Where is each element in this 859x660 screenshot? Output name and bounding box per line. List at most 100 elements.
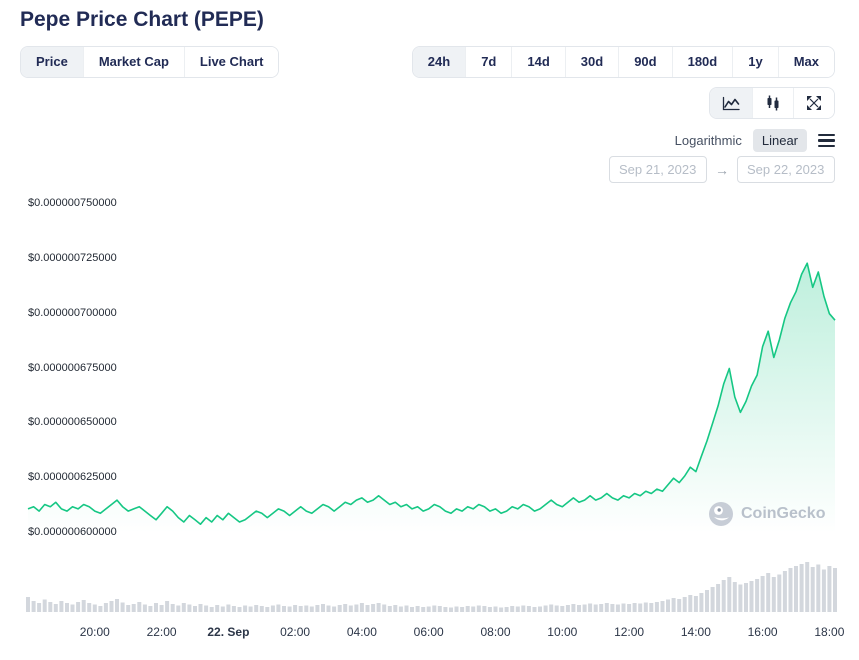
volume-bar xyxy=(137,602,142,612)
line-chart-button[interactable] xyxy=(710,88,752,118)
volume-bar xyxy=(699,593,704,612)
tab-30d[interactable]: 30d xyxy=(564,47,619,77)
volume-bar xyxy=(449,607,453,612)
tab-max[interactable]: Max xyxy=(777,47,834,77)
volume-bar xyxy=(382,604,387,612)
volume-bar xyxy=(716,584,721,612)
volume-bar xyxy=(604,603,609,612)
volume-bar xyxy=(816,564,821,612)
volume-bar xyxy=(682,597,687,612)
volume-bar xyxy=(398,606,403,612)
price-area xyxy=(28,263,835,533)
volume-bar xyxy=(538,606,542,612)
volume-bar xyxy=(588,603,593,612)
volume-bar xyxy=(387,606,392,612)
volume-bar xyxy=(460,607,465,612)
volume-bar xyxy=(437,606,442,612)
tab-1y[interactable]: 1y xyxy=(732,47,778,77)
volume-bar xyxy=(42,599,47,612)
volume-bar xyxy=(26,597,30,612)
volume-bar xyxy=(415,606,420,612)
logarithmic-option[interactable]: Logarithmic xyxy=(674,133,742,148)
line-chart-icon xyxy=(722,96,740,110)
volume-bar xyxy=(404,605,409,612)
volume-bar xyxy=(582,604,587,612)
volume-bar xyxy=(799,564,804,612)
volume-bar xyxy=(810,567,815,612)
volume-bar xyxy=(265,607,270,612)
y-axis-label: $0.000000650000 xyxy=(28,416,117,429)
tab-live-chart[interactable]: Live Chart xyxy=(183,47,279,77)
fullscreen-button[interactable] xyxy=(793,88,834,118)
volume-bar xyxy=(343,604,348,612)
x-axis-label: 04:00 xyxy=(346,625,377,639)
volume-bar xyxy=(426,606,431,612)
volume-bar xyxy=(198,604,203,612)
linear-option[interactable]: Linear xyxy=(752,129,807,152)
volume-bar xyxy=(170,604,175,612)
tab-market-cap[interactable]: Market Cap xyxy=(82,47,184,77)
volume-bar xyxy=(215,605,220,612)
x-axis-label: 20:00 xyxy=(79,625,110,639)
volume-bar xyxy=(677,599,682,612)
volume-bar xyxy=(821,569,826,612)
volume-bar xyxy=(660,601,665,612)
x-axis-label: 14:00 xyxy=(680,625,711,639)
volume-bar xyxy=(493,606,498,612)
x-axis-label: 08:00 xyxy=(480,625,511,639)
price-chart-svg[interactable] xyxy=(0,185,859,660)
volume-bar xyxy=(510,606,515,612)
volume-bar xyxy=(193,606,197,612)
view-tab-group: Price Market Cap Live Chart xyxy=(20,46,280,78)
volume-bar xyxy=(549,604,554,612)
x-axis-label: 06:00 xyxy=(413,625,444,639)
tab-90d[interactable]: 90d xyxy=(618,47,672,77)
volume-bar xyxy=(359,603,364,612)
volume-bar xyxy=(70,604,75,612)
volume-bar xyxy=(744,583,748,612)
volume-bar xyxy=(287,606,292,612)
coingecko-logo-icon xyxy=(709,502,733,526)
date-range: → xyxy=(609,156,835,183)
tab-price[interactable]: Price xyxy=(21,47,83,77)
tab-7d[interactable]: 7d xyxy=(465,47,512,77)
volume-bar xyxy=(31,601,36,612)
volume-bar xyxy=(259,606,264,612)
y-axis-label: $0.000000700000 xyxy=(28,306,117,319)
price-line xyxy=(27,262,836,525)
volume-bar xyxy=(59,601,64,612)
y-axis-label: $0.000000750000 xyxy=(28,197,117,209)
volume-bar xyxy=(721,580,726,612)
volume-bar xyxy=(243,605,248,612)
x-axis-label: 12:00 xyxy=(614,625,645,639)
volume-bar xyxy=(220,606,225,612)
tab-24h[interactable]: 24h xyxy=(412,47,466,77)
volume-bar xyxy=(109,601,114,612)
tab-14d[interactable]: 14d xyxy=(511,47,565,77)
volume-bar xyxy=(226,604,231,612)
volume-bar xyxy=(693,596,698,612)
date-to-input[interactable] xyxy=(737,156,835,183)
volume-bar xyxy=(443,607,448,612)
volume-bar xyxy=(131,604,136,612)
volume-bar xyxy=(632,603,637,612)
volume-bar xyxy=(120,602,125,612)
tab-180d[interactable]: 180d xyxy=(671,47,733,77)
volume-bar xyxy=(209,607,214,612)
date-from-input[interactable] xyxy=(609,156,707,183)
volume-bar xyxy=(371,604,376,612)
scale-toggle: Logarithmic Linear xyxy=(675,129,835,152)
volume-bar xyxy=(92,604,97,612)
x-axis-label: 22. Sep xyxy=(207,625,250,639)
page-title: Pepe Price Chart (PEPE) xyxy=(20,8,264,31)
chart-region: $0.000000750000 $0.000000725000 $0.0000007… xyxy=(0,185,859,660)
x-axis-label: 02:00 xyxy=(280,625,311,639)
volume-bar xyxy=(321,604,325,612)
volume-bar xyxy=(833,568,837,612)
volume-bar xyxy=(126,605,131,612)
range-tab-group: 24h 7d 14d 30d 90d 180d 1y Max xyxy=(411,46,835,78)
menu-icon[interactable] xyxy=(818,132,835,150)
volume-bar xyxy=(148,606,153,612)
volume-bar xyxy=(649,603,654,612)
candlestick-button[interactable] xyxy=(752,88,793,118)
